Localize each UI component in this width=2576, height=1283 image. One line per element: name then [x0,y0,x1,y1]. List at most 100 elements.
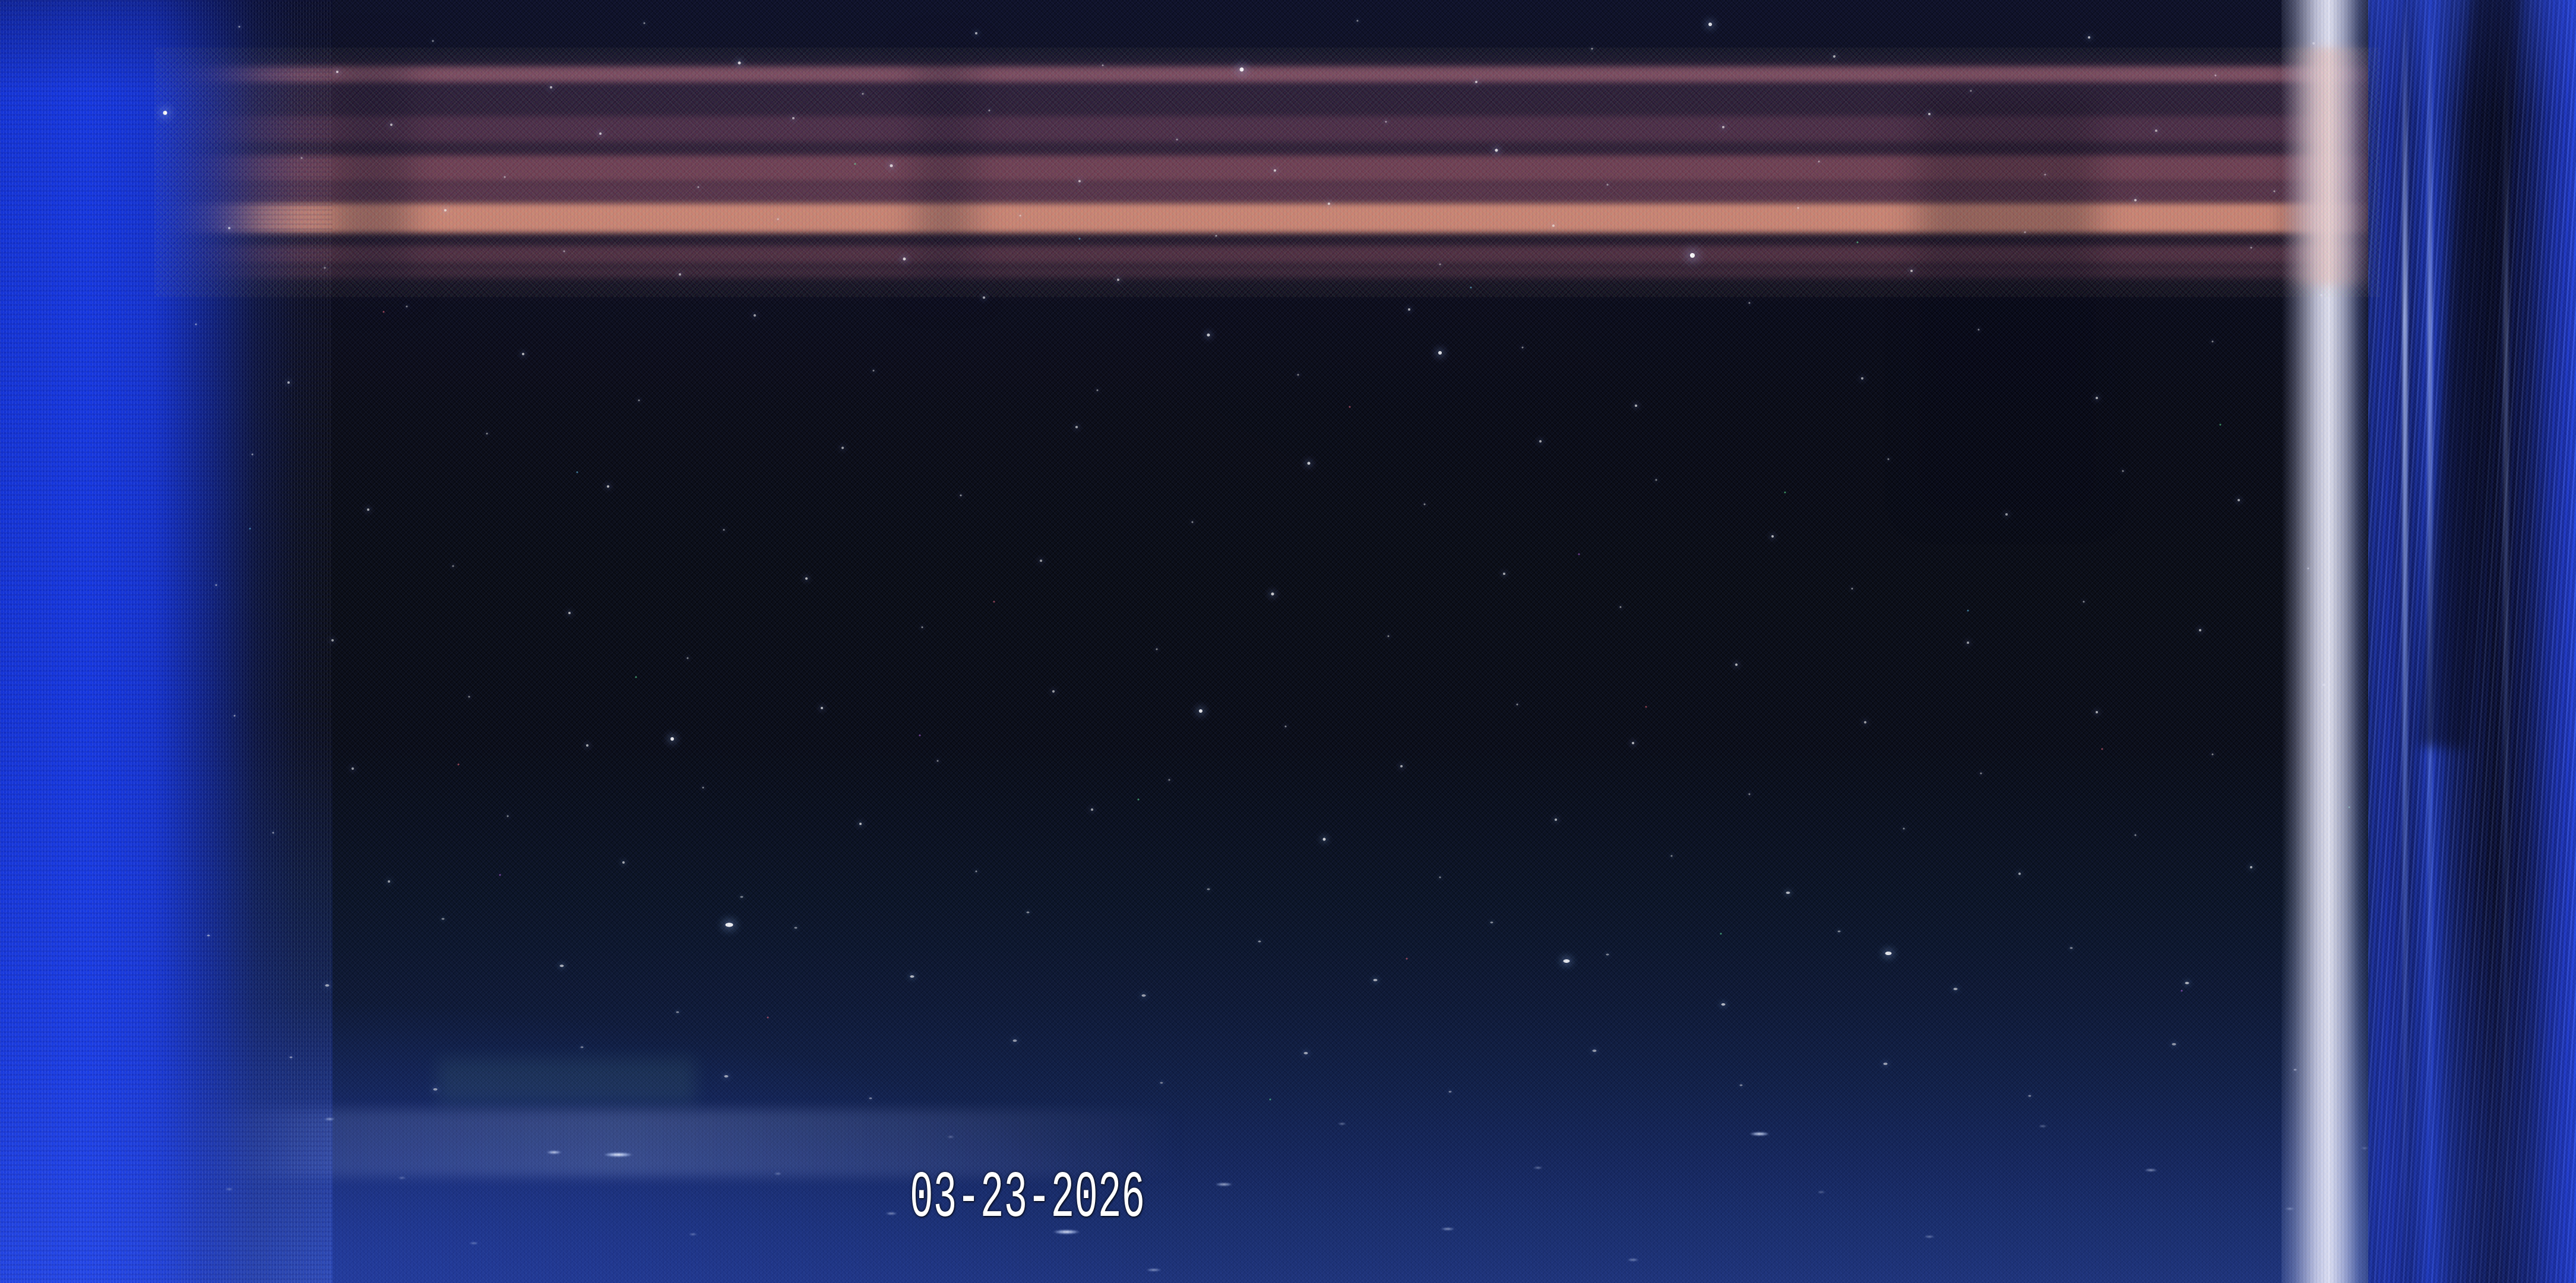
star [1176,138,1178,141]
star-trail-streak [1338,1123,1347,1126]
star [1883,1062,1888,1065]
star [2088,36,2091,39]
hot-pixel-speck [576,471,578,473]
star [599,132,602,135]
star [903,257,906,261]
star [559,965,564,968]
star [820,707,823,710]
star [1632,741,1635,744]
hot-pixel-speck [1720,933,1722,935]
star [272,832,274,834]
star [1591,48,1593,50]
star [2198,628,2201,631]
star-trail-streak [1214,1182,1233,1186]
hot-pixel-speck [1137,798,1140,801]
star-trail-streak [1749,1132,1770,1136]
star [1328,203,1331,206]
star [2185,981,2189,984]
star [1539,440,1542,443]
star [1977,328,1980,331]
star [1748,793,1750,795]
star [1619,606,1622,608]
star [869,1097,872,1099]
star-trail-streak [1627,1258,1640,1262]
dusk-twilight-column [0,0,333,1283]
star [723,529,725,531]
date-label: 03-23-2026 [909,1162,1145,1236]
hot-pixel-speck [854,163,856,165]
hot-pixel-speck [2181,990,2183,992]
star [697,186,700,188]
star [1851,587,1853,590]
star-trail-streak [225,1188,234,1191]
star [586,744,589,747]
star [521,353,524,356]
star [1863,721,1866,724]
star [2005,513,2008,516]
star-trail-streak [947,1135,954,1138]
airglow-band [154,116,2380,141]
star [2250,247,2252,249]
star [163,110,167,115]
star [1096,389,1099,391]
star [1423,503,1426,505]
star [2134,834,2137,836]
star [638,399,640,402]
star [988,109,990,112]
star [1655,479,1657,481]
star [1739,1084,1743,1086]
dawn-pink-tint [2281,48,2376,285]
star [1039,559,1042,562]
star [1168,779,1170,781]
star [725,922,733,927]
star-trail-streak [398,1176,406,1179]
star [679,273,682,276]
star [1503,572,1506,575]
star [1980,772,1982,775]
airglow-red-bands [154,0,2380,1283]
star [1239,67,1244,72]
star [1690,252,1695,258]
star [1102,64,1104,67]
bright-curtain-streak [2403,0,2407,1283]
star [580,1046,584,1048]
star [215,584,217,586]
star [1075,426,1078,429]
dark-cloud-smudge [914,48,974,297]
star-trail-streak [885,1212,897,1215]
hot-pixel-speck [635,676,637,678]
hot-pixel-speck [499,874,501,876]
star [1271,592,1274,596]
star [724,1075,729,1078]
star [1818,160,1820,163]
star [336,70,339,73]
star [1563,959,1569,963]
star [1116,278,1119,281]
star [2069,947,2073,949]
star [367,508,370,511]
star [1141,994,1146,997]
hot-pixel-speck [1645,706,1647,708]
star [1307,462,1311,465]
hot-pixel-speck [1406,957,1408,960]
star [1448,1091,1452,1093]
star [862,93,864,95]
star [740,896,743,898]
star [2237,499,2240,502]
hot-pixel-speck [767,1016,769,1019]
star-trail-streak [1924,1235,1935,1238]
star [1078,179,1081,182]
star [1555,819,1558,821]
star [1606,184,1609,186]
star [872,369,875,372]
star [1967,642,1970,644]
star [890,164,893,168]
star [1439,876,1441,878]
star-trail-streak [1146,1268,1162,1272]
star-trail-streak [688,1233,697,1235]
star [2154,129,2157,132]
hot-pixel-speck [1349,406,1351,408]
star [983,296,986,299]
